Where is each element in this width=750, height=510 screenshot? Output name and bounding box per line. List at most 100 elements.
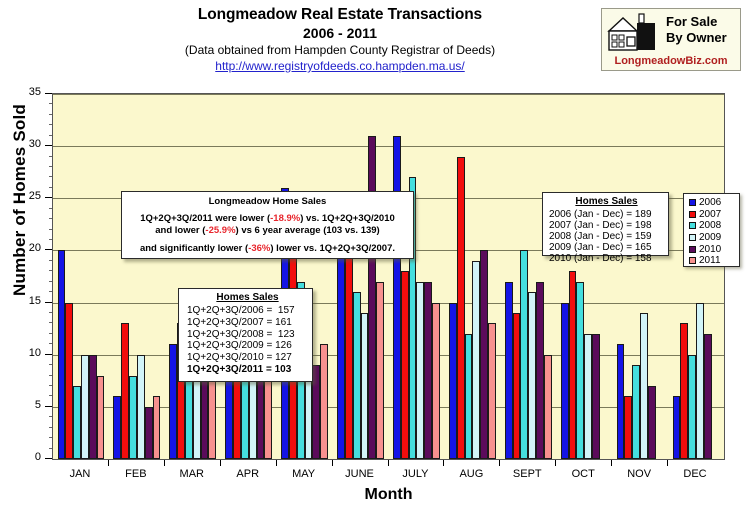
y-axis-tick-label: 25 — [28, 190, 41, 203]
bar-feb-2010 — [144, 406, 153, 459]
bar-jan-2007 — [65, 302, 74, 459]
y-axis-tick-minor — [49, 218, 53, 220]
quarter-sales-callout: Homes Sales 1Q+2Q+3Q/2006 = 157 1Q+2Q+3Q/… — [178, 288, 313, 382]
legend-item-2011[interactable]: 2011 — [689, 255, 739, 267]
x-axis-label-may: MAY — [292, 468, 316, 480]
legend-swatch-icon — [689, 234, 696, 242]
x-axis-label-apr: APR — [236, 468, 260, 480]
y-axis-tick-major — [45, 93, 53, 94]
y-axis-tick-minor — [49, 239, 53, 240]
legend[interactable]: 2006 2007 2008 2009 2010 2011 — [683, 193, 740, 267]
quarter-sales-row: 1Q+2Q+3Q/2009 = 126 — [187, 340, 292, 352]
bar-june-2008 — [352, 292, 361, 459]
legend-swatch-icon — [689, 257, 696, 265]
bar-apr-2010 — [256, 375, 265, 459]
legend-item-2007[interactable]: 2007 — [689, 209, 739, 221]
chart-title-line1: Longmeadow Real Estate Transactions — [197, 6, 483, 23]
bar-oct-2010 — [592, 333, 600, 459]
x-axis-label-july: JULY — [402, 468, 429, 480]
gridline — [53, 94, 724, 95]
logo-text: For Sale By Owner — [666, 14, 740, 46]
legend-item-2008[interactable]: 2008 — [689, 220, 739, 232]
x-axis-separator — [499, 460, 501, 466]
gridline — [53, 146, 724, 148]
y-axis-tick-minor — [49, 385, 53, 386]
y-axis-tick-minor — [49, 343, 53, 345]
annual-sales-row: 2009 (Jan - Dec) = 165 — [549, 242, 652, 253]
x-axis-separator — [667, 460, 669, 466]
y-axis-tick-minor — [49, 312, 53, 313]
bar-dec-2010 — [703, 333, 712, 459]
bar-nov-2009 — [640, 313, 648, 459]
y-axis-tick-minor — [49, 155, 53, 157]
bar-oct-2008 — [576, 281, 585, 459]
legend-item-2006[interactable]: 2006 — [689, 197, 739, 209]
legend-label: 2010 — [699, 243, 722, 255]
y-axis-tick-minor — [49, 291, 53, 293]
chart-title-line2: 2006 - 2011 — [303, 25, 377, 41]
bar-aug-2010 — [480, 250, 488, 459]
bar-series-container — [53, 94, 724, 459]
legend-swatch-icon — [689, 222, 696, 230]
legend-item-2009[interactable]: 2009 — [689, 232, 739, 244]
y-axis-tick-minor — [49, 416, 53, 418]
bar-nov-2006 — [616, 344, 625, 459]
gridline — [53, 302, 724, 304]
y-axis-tick-minor — [49, 426, 53, 428]
y-axis-tick-minor — [49, 374, 53, 376]
x-axis-label-oct: OCT — [571, 468, 595, 480]
bar-feb-2007 — [121, 323, 130, 459]
x-axis-separator — [275, 460, 277, 466]
quarter-sales-rows: 1Q+2Q+3Q/2006 = 157 1Q+2Q+3Q/2007 = 161 1Q… — [187, 305, 308, 376]
bar-dec-2007 — [680, 323, 689, 459]
summary-heading: Longmeadow Home Sales — [208, 196, 327, 207]
bar-oct-2009 — [584, 333, 593, 459]
y-axis-tick-minor — [49, 280, 53, 282]
x-axis-label-june: JUNE — [345, 468, 374, 480]
title-block: Longmeadow Real Estate Transactions 2006… — [100, 5, 580, 74]
bar-aug-2007 — [456, 156, 465, 459]
logo-website[interactable]: LongmeadowBiz.com — [614, 55, 728, 67]
x-axis-label-aug: AUG — [459, 468, 484, 480]
x-axis-label-feb: FEB — [125, 468, 147, 480]
bar-sept-2008 — [520, 250, 529, 459]
bar-dec-2009 — [696, 302, 704, 459]
bar-june-2010 — [368, 135, 377, 459]
bar-dec-2006 — [672, 396, 681, 459]
bar-june-2009 — [360, 313, 369, 459]
legend-swatch-icon — [689, 199, 696, 207]
summary-line-2: and lower (-25.9%) vs 6 year average (10… — [155, 224, 380, 236]
gridline — [53, 406, 724, 408]
x-axis-separator — [163, 460, 165, 466]
y-axis-tick-minor — [49, 322, 53, 324]
for-sale-by-owner-logo[interactable]: For Sale By Owner LongmeadowBiz.com — [601, 8, 741, 71]
x-axis: Month JAN FEB MAR APR MAY JUNE JULY AUG SEPT OCT N… — [52, 460, 725, 503]
bar-july-2007 — [400, 271, 409, 459]
summary-line-1: 1Q+2Q+3Q/2011 were lower (-18.9%) vs. 1Q… — [140, 213, 395, 224]
bar-mar-2006 — [169, 344, 178, 459]
y-axis-tick-label: 5 — [34, 398, 41, 411]
y-axis-tick-label: 10 — [28, 346, 41, 359]
y-axis-tick-label: 20 — [28, 242, 41, 255]
bar-june-2011 — [376, 281, 384, 459]
logo-line2: By Owner — [666, 30, 727, 45]
bar-jan-2006 — [57, 250, 66, 459]
x-axis-label-nov: NOV — [627, 468, 652, 480]
y-axis-tick-minor — [49, 113, 53, 115]
bar-jan-2010 — [88, 354, 97, 459]
y-axis-tick-minor — [49, 228, 53, 230]
bar-nov-2010 — [647, 386, 656, 459]
x-axis-separator — [611, 460, 613, 466]
chart-source-link[interactable]: http://www.registryofdeeds.co.hampden.ma… — [215, 59, 465, 73]
x-axis-separator — [443, 460, 445, 466]
legend-swatch-icon — [689, 210, 696, 218]
quarter-sales-row: 1Q+2Q+3Q/2007 = 161 — [187, 316, 292, 328]
y-axis-tick-major — [45, 301, 53, 303]
legend-item-2010[interactable]: 2010 — [689, 243, 739, 255]
quarter-sales-heading: Homes Sales — [216, 292, 279, 303]
y-axis-tick-minor — [49, 186, 53, 188]
bar-feb-2009 — [136, 354, 145, 459]
y-axis-tick-minor — [49, 437, 53, 439]
bar-july-2006 — [393, 135, 401, 459]
bar-sept-2010 — [536, 281, 544, 459]
